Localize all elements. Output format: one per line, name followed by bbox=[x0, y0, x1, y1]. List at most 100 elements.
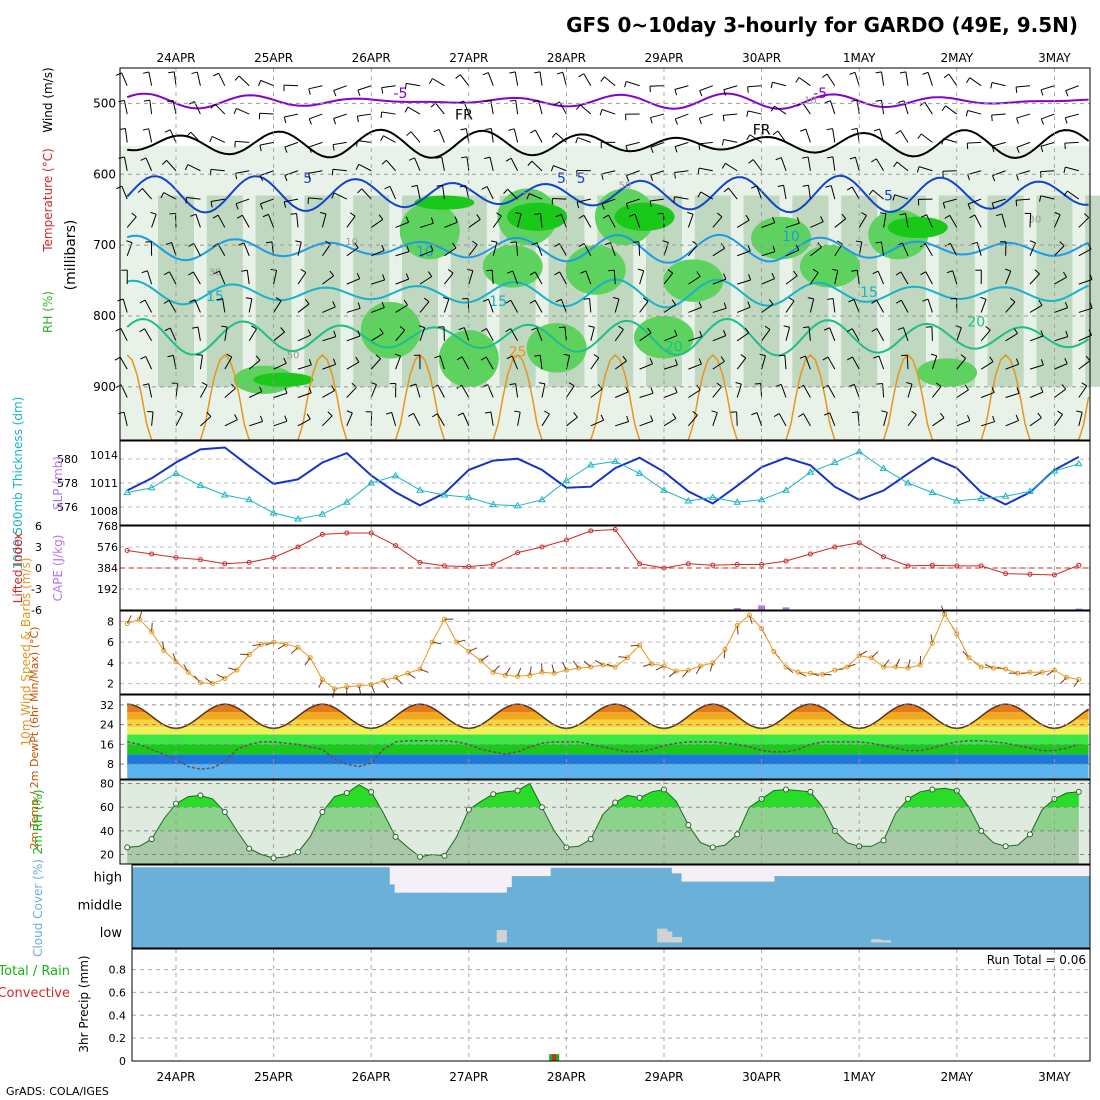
wind-barb bbox=[614, 329, 624, 342]
wind-barb bbox=[248, 328, 257, 342]
wind-barb bbox=[168, 300, 177, 313]
wind-barb-flag bbox=[824, 412, 830, 416]
wind-barb bbox=[297, 418, 311, 427]
wind-barb-flag bbox=[510, 241, 517, 244]
wind-barb bbox=[465, 128, 470, 143]
wind-barb bbox=[639, 332, 652, 342]
wind-barb bbox=[560, 299, 567, 313]
wind-barb bbox=[737, 306, 751, 313]
wind-barb-flag bbox=[637, 268, 644, 272]
wind-barb-flag bbox=[349, 212, 356, 217]
wind-barb bbox=[712, 307, 727, 313]
wind10-point bbox=[380, 678, 386, 684]
wind10-barb bbox=[370, 684, 376, 694]
temp-band bbox=[127, 704, 1089, 713]
wind-barb bbox=[358, 163, 372, 172]
cloud-high-gap bbox=[311, 865, 318, 868]
cloud-high-gap bbox=[1031, 865, 1038, 877]
wind10-barb bbox=[709, 662, 714, 672]
rh2m-point bbox=[319, 808, 326, 815]
wind-barb-flag bbox=[796, 217, 800, 224]
wind-barb-flag bbox=[673, 196, 676, 203]
wind-barb-flag bbox=[472, 240, 478, 246]
wind-barb-flag bbox=[826, 128, 833, 131]
wind-barb bbox=[634, 214, 641, 228]
cloud-high-gap bbox=[234, 865, 240, 868]
rh-contour-label: 50 bbox=[619, 180, 632, 191]
wind-barb-flag bbox=[600, 76, 605, 82]
wind-barb-flag bbox=[971, 241, 978, 245]
cloud-high-gap bbox=[370, 865, 376, 868]
wind-barb-flag bbox=[625, 386, 629, 393]
wind-barb-flag bbox=[1065, 330, 1069, 337]
wind-barb bbox=[284, 141, 299, 148]
wind-barb-flag bbox=[1016, 117, 1019, 124]
wind-barb-flag bbox=[484, 411, 492, 414]
wind-barb bbox=[903, 327, 909, 341]
cloud-high-gap bbox=[1085, 865, 1091, 877]
wind-barb-flag bbox=[283, 357, 287, 364]
wind-barb bbox=[858, 215, 867, 228]
wind-barb bbox=[1054, 336, 1068, 342]
wind-barb-flag bbox=[333, 330, 337, 337]
wind-barb-flag bbox=[777, 184, 784, 187]
cloud-high-gap bbox=[778, 865, 785, 877]
wind-barb bbox=[1041, 113, 1055, 120]
cloud-high-gap bbox=[1051, 865, 1057, 877]
wind-barb bbox=[1005, 333, 1018, 342]
cloud-high-gap bbox=[409, 865, 415, 893]
wind-barb bbox=[976, 242, 982, 256]
li-point bbox=[807, 551, 813, 557]
wind-barb-flag bbox=[284, 175, 288, 182]
cloud-panel: high middle low Cloud Cover (%) bbox=[31, 859, 1091, 957]
y-tick-label: 700 bbox=[93, 238, 116, 252]
wind10-barb bbox=[432, 641, 442, 645]
wind-barb bbox=[761, 278, 775, 285]
cloud-high-gap bbox=[593, 865, 600, 868]
wind-barb bbox=[834, 243, 843, 257]
wind-barb-flag bbox=[429, 78, 433, 84]
wind-barb-flag bbox=[802, 184, 809, 187]
wind-barb-flag bbox=[534, 71, 541, 74]
cloud-high-gap bbox=[841, 865, 848, 877]
y-tick-label: 800 bbox=[93, 309, 116, 323]
wind-barb-flag bbox=[980, 296, 987, 300]
wind-barb-flag bbox=[1010, 297, 1016, 303]
wind-barb-flag bbox=[531, 242, 538, 246]
li-point bbox=[1076, 562, 1082, 568]
wind-barb-flag bbox=[798, 413, 804, 418]
wind-barb-flag bbox=[875, 241, 882, 244]
axis-label-millibars: (millibars) bbox=[63, 220, 79, 291]
wind-barb bbox=[876, 328, 885, 342]
wind-barb bbox=[626, 80, 640, 87]
wind-barb-flag bbox=[772, 130, 779, 136]
wind-barb-flag bbox=[991, 202, 995, 209]
wind-barb-flag bbox=[209, 136, 213, 143]
wind-barb bbox=[406, 82, 421, 87]
wind-barb-flag bbox=[744, 327, 750, 334]
cloud-high-gap bbox=[769, 865, 775, 882]
wind-barb-flag bbox=[192, 326, 199, 329]
precip-tick-label: 0 bbox=[119, 1055, 126, 1068]
wind-barb-flag bbox=[308, 173, 311, 180]
cloud-high-gap bbox=[414, 865, 420, 893]
wind-barb bbox=[490, 128, 494, 143]
wind-barb-flag bbox=[583, 298, 590, 300]
wind-barb-flag bbox=[139, 299, 146, 304]
wind-barb-flag bbox=[872, 270, 879, 275]
date-label-top: 24APR bbox=[156, 51, 195, 65]
wind-barb-flag bbox=[650, 415, 654, 422]
cloud-high-gap bbox=[564, 865, 571, 868]
cloud-level-label: high bbox=[94, 871, 122, 886]
wind-barb bbox=[601, 198, 616, 205]
wind10-point bbox=[478, 658, 484, 664]
cloud-high-gap bbox=[735, 865, 741, 882]
wind-barb bbox=[785, 275, 798, 285]
wind10-point bbox=[771, 648, 777, 654]
wind-barb-flag bbox=[284, 387, 288, 394]
rh2m-point bbox=[905, 795, 911, 802]
wind-barb-flag bbox=[236, 214, 243, 219]
wind-barb bbox=[785, 249, 800, 257]
cloud-high-gap bbox=[764, 865, 770, 882]
